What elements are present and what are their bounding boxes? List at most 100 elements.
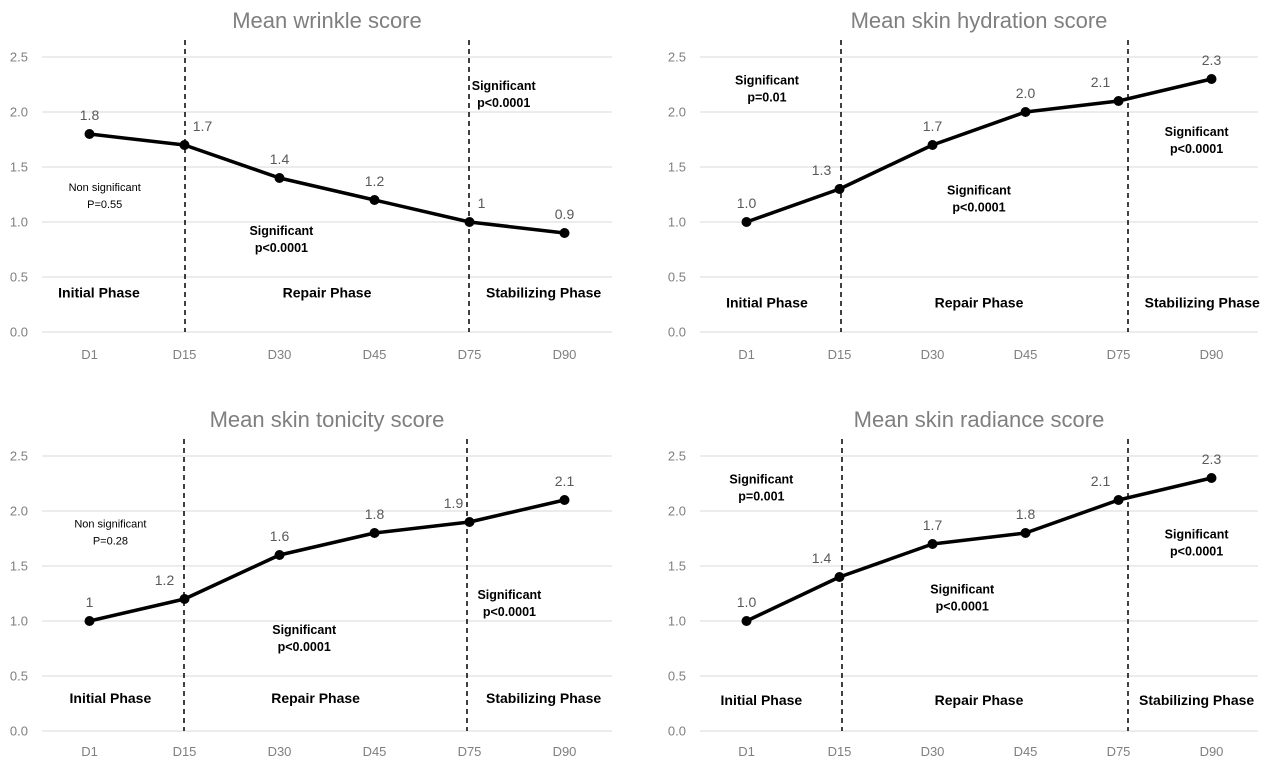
x-tick-label: D75 — [458, 744, 482, 759]
p-value-label: p=0.01 — [747, 91, 786, 105]
data-point — [179, 594, 190, 604]
data-point — [274, 173, 285, 183]
y-tick-label: 0.5 — [10, 270, 28, 285]
chart-panel-3: Mean skin tonicity score 0.0 0.5 1.0 1.5 2.0 2… — [10, 407, 612, 759]
p-value-label: p<0.0001 — [1170, 545, 1223, 559]
y-tick-label: 1.5 — [668, 160, 686, 175]
data-label: 2.1 — [1091, 74, 1111, 90]
data-label: 2.0 — [1016, 85, 1036, 101]
data-label: 1.2 — [155, 572, 175, 588]
significance-label: Significant — [930, 583, 995, 597]
p-value-label: p<0.0001 — [952, 201, 1005, 215]
data-label: 2.3 — [1202, 451, 1222, 467]
data-point — [1113, 495, 1124, 505]
data-point — [1020, 107, 1031, 117]
data-label: 1.4 — [812, 550, 832, 566]
data-point — [274, 550, 285, 560]
phase-label: Stabilizing Phase — [1145, 294, 1260, 310]
x-tick-label: D75 — [1107, 347, 1131, 362]
phase-label: Stabilizing Phase — [486, 690, 601, 706]
y-tick-label: 2.0 — [668, 504, 686, 519]
data-label: 1.4 — [270, 151, 290, 167]
p-value-label: p<0.0001 — [278, 640, 331, 654]
data-label: 1 — [478, 195, 486, 211]
data-point — [369, 528, 380, 538]
y-tick-label: 1.5 — [10, 160, 28, 175]
significance-label: Significant — [472, 79, 537, 93]
x-tick-label: D1 — [81, 347, 98, 362]
y-tick-label: 0.0 — [10, 724, 28, 739]
data-point — [1206, 473, 1217, 483]
chart-title: Mean wrinkle score — [232, 8, 422, 33]
phase-label: Initial Phase — [70, 690, 152, 706]
y-tick-label: 1.5 — [10, 559, 28, 574]
y-tick-label: 0.0 — [668, 724, 686, 739]
p-value-label: P=0.28 — [93, 536, 128, 548]
significance-label: Significant — [729, 473, 794, 487]
y-tick-label: 1.0 — [668, 215, 686, 230]
data-label: 2.1 — [555, 473, 575, 489]
p-value-label: p=0.001 — [738, 490, 784, 504]
data-label: 1.7 — [193, 118, 213, 134]
p-value-label: p<0.0001 — [1170, 142, 1223, 156]
data-point — [927, 539, 938, 549]
x-tick-label: D30 — [268, 744, 292, 759]
x-tick-label: D1 — [738, 347, 755, 362]
significance-label: Significant — [249, 224, 314, 238]
y-tick-label: 0.0 — [668, 325, 686, 340]
p-value-label: p<0.0001 — [255, 241, 308, 255]
data-label: 1.7 — [923, 517, 943, 533]
x-tick-label: D90 — [553, 744, 577, 759]
data-point — [84, 129, 95, 139]
data-label: 0.9 — [555, 206, 575, 222]
significance-label: Non significant — [69, 182, 141, 194]
chart-title: Mean skin radiance score — [854, 407, 1105, 432]
data-label: 1.3 — [812, 162, 832, 178]
data-point — [464, 517, 475, 527]
data-point — [369, 195, 380, 205]
data-point — [1020, 528, 1031, 538]
chart-panel-4: Mean skin radiance score 0.0 0.5 1.0 1.5 2.0 2… — [668, 407, 1258, 759]
p-value-label: p<0.0001 — [483, 605, 536, 619]
significance-label: Non significant — [74, 519, 146, 531]
x-tick-label: D30 — [268, 347, 292, 362]
data-label: 1.7 — [923, 118, 943, 134]
data-point — [834, 572, 845, 582]
y-tick-label: 1.0 — [10, 614, 28, 629]
phase-label: Repair Phase — [935, 692, 1024, 708]
phase-label: Repair Phase — [283, 284, 372, 300]
phase-label: Repair Phase — [935, 294, 1024, 310]
y-tick-label: 2.5 — [668, 449, 686, 464]
chart-title: Mean skin tonicity score — [210, 407, 445, 432]
data-label: 1.0 — [737, 195, 757, 211]
y-tick-label: 0.5 — [10, 669, 28, 684]
p-value-label: P=0.55 — [87, 199, 122, 211]
phase-label: Initial Phase — [721, 692, 803, 708]
phase-label: Repair Phase — [271, 690, 360, 706]
x-tick-label: D1 — [81, 744, 98, 759]
x-tick-label: D15 — [173, 744, 197, 759]
data-point — [179, 140, 190, 150]
x-tick-label: D45 — [363, 347, 387, 362]
significance-label: Significant — [1165, 528, 1230, 542]
p-value-label: p<0.0001 — [477, 96, 530, 110]
significance-label: Significant — [735, 74, 800, 88]
significance-label: Significant — [1165, 125, 1230, 139]
data-point — [741, 217, 752, 227]
series-line — [745, 77, 1212, 224]
x-tick-label: D45 — [363, 744, 387, 759]
x-tick-label: D75 — [458, 347, 482, 362]
series-line — [745, 476, 1212, 623]
x-tick-label: D90 — [1200, 347, 1224, 362]
significance-label: Significant — [947, 184, 1012, 198]
data-label: 1.8 — [80, 107, 100, 123]
data-label: 1 — [86, 594, 94, 610]
data-label: 2.3 — [1202, 52, 1222, 68]
data-point — [834, 184, 845, 194]
y-tick-label: 2.0 — [10, 105, 28, 120]
y-tick-label: 1.0 — [668, 614, 686, 629]
data-label: 1.2 — [365, 173, 385, 189]
phase-label: Stabilizing Phase — [1139, 692, 1254, 708]
